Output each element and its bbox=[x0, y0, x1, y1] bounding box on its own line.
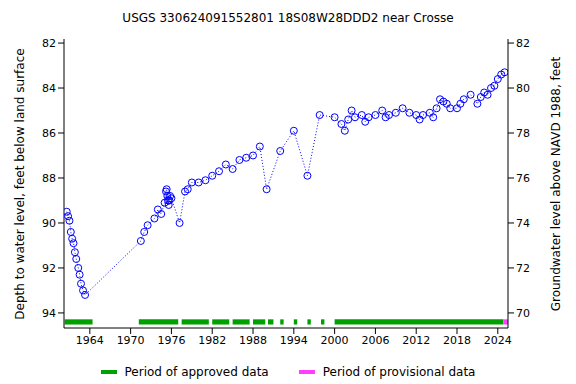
svg-text:1988: 1988 bbox=[239, 334, 267, 347]
svg-text:76: 76 bbox=[516, 172, 530, 185]
svg-text:90: 90 bbox=[42, 217, 56, 230]
svg-text:1976: 1976 bbox=[157, 334, 185, 347]
html-text:Period of provisional data: Period of provisional data bbox=[322, 365, 476, 379]
svg-text:82: 82 bbox=[42, 37, 56, 50]
svg-text:92: 92 bbox=[42, 262, 56, 275]
svg-text:2018: 2018 bbox=[443, 334, 471, 347]
svg-text:2012: 2012 bbox=[402, 334, 430, 347]
svg-text:70: 70 bbox=[516, 307, 530, 320]
html-text:Groundwater level above NAVD 1: Groundwater level above NAVD 1988, feet bbox=[549, 56, 563, 312]
svg-text:2000: 2000 bbox=[321, 334, 349, 347]
svg-text:74: 74 bbox=[516, 217, 530, 230]
html-text:Period of approved data: Period of approved data bbox=[124, 365, 269, 379]
svg-text:1994: 1994 bbox=[280, 334, 308, 347]
svg-text:80: 80 bbox=[516, 82, 530, 95]
svg-text:86: 86 bbox=[42, 127, 56, 140]
svg-text:88: 88 bbox=[42, 172, 56, 185]
svg-text:72: 72 bbox=[516, 262, 530, 275]
svg-text:82: 82 bbox=[516, 37, 530, 50]
svg-text:94: 94 bbox=[42, 307, 56, 320]
svg-text:78: 78 bbox=[516, 127, 530, 140]
svg-text:1982: 1982 bbox=[198, 334, 226, 347]
html-text:Depth to water level, feet bel: Depth to water level, feet below land su… bbox=[12, 48, 27, 320]
svg-text:1970: 1970 bbox=[117, 334, 145, 347]
svg-text:1964: 1964 bbox=[76, 334, 104, 347]
html-text:USGS 330624091552801 18S08W28D: USGS 330624091552801 18S08W28DDD2 near C… bbox=[122, 11, 454, 25]
svg-text:84: 84 bbox=[42, 82, 56, 95]
svg-text:2024: 2024 bbox=[484, 334, 512, 347]
svg-text:2006: 2006 bbox=[361, 334, 389, 347]
